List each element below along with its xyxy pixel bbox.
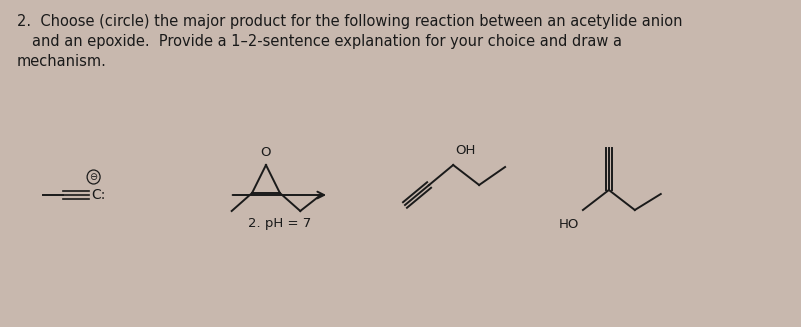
- Text: HO: HO: [559, 218, 579, 231]
- Text: C:: C:: [91, 188, 105, 202]
- Text: O: O: [261, 146, 272, 159]
- Text: ⊖: ⊖: [90, 172, 98, 182]
- Text: OH: OH: [455, 144, 476, 157]
- Text: 2. pH = 7: 2. pH = 7: [248, 217, 311, 230]
- Text: and an epoxide.  Provide a 1–2-sentence explanation for your choice and draw a: and an epoxide. Provide a 1–2-sentence e…: [31, 34, 622, 49]
- Text: 2.  Choose (circle) the major product for the following reaction between an acet: 2. Choose (circle) the major product for…: [17, 14, 682, 29]
- Text: mechanism.: mechanism.: [17, 54, 107, 69]
